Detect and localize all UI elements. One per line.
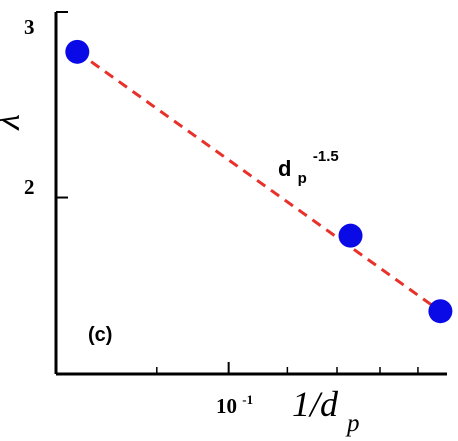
y-tick-label-3: 3 xyxy=(24,15,35,39)
fit-label-exp: -1.5 xyxy=(313,148,339,165)
data-points xyxy=(65,39,453,324)
panel-label: (c) xyxy=(88,324,112,346)
x-tick-label-base: 10 xyxy=(216,394,237,418)
fit-label: d p -1.5 xyxy=(278,148,339,188)
x-axis-title-main: 1/d xyxy=(292,384,339,424)
x-tick-label-0: 10 -1 xyxy=(216,392,253,418)
plot-frame xyxy=(54,12,447,376)
x-axis-title: 1/d p xyxy=(292,384,360,437)
y-ticks xyxy=(56,11,68,199)
data-point-0 xyxy=(65,39,90,64)
x-tick-label-exp: -1 xyxy=(242,392,253,407)
x-axis-title-sub: p xyxy=(345,410,360,437)
x-ticks xyxy=(156,362,419,374)
data-point-2 xyxy=(428,299,453,324)
fit-line xyxy=(76,50,442,313)
y-axis-title: λ xyxy=(0,114,27,131)
fit-label-base: d xyxy=(278,156,291,181)
y-tick-label-2: 2 xyxy=(24,175,35,199)
fit-label-sub: p xyxy=(298,170,307,187)
data-point-1 xyxy=(338,223,363,248)
